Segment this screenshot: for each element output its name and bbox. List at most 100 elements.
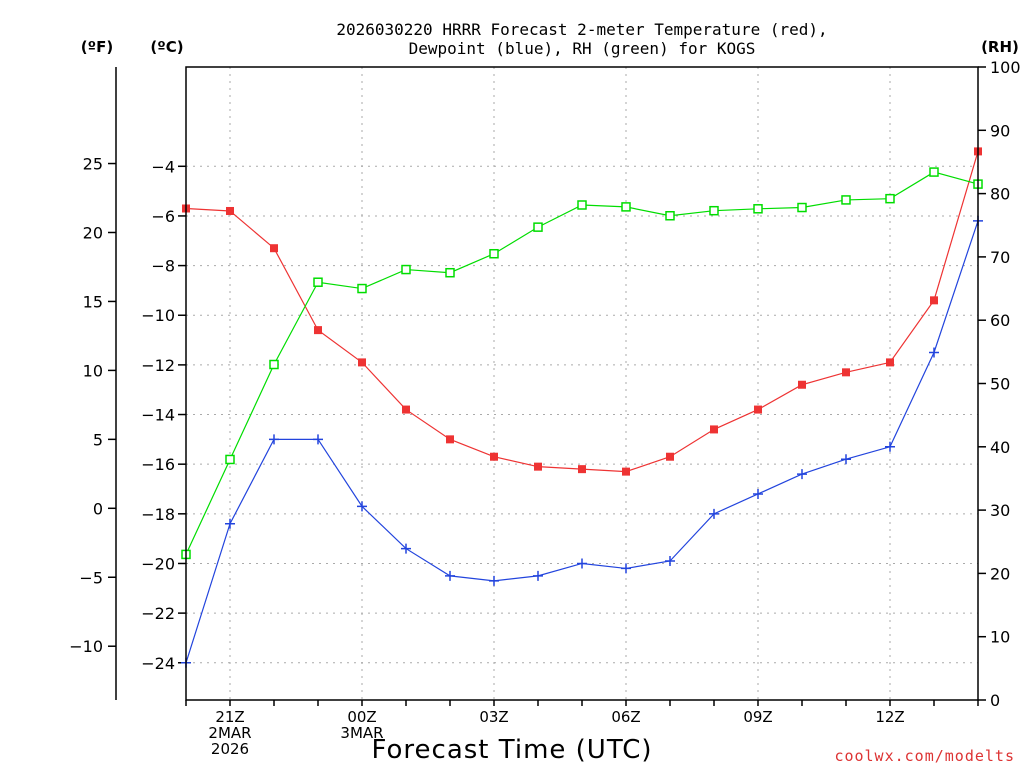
dewpoint-point <box>665 555 675 566</box>
fahrenheit-tick-label: 20 <box>83 223 103 242</box>
celsius-unit-label: (ºC) <box>150 38 183 56</box>
celsius-axis: −24 −22 −20 −18 −16 −14 −12 −10 −8 −6 −4 <box>141 157 186 673</box>
rh-point <box>269 359 279 370</box>
time-tick-label: 00Z <box>347 708 376 726</box>
fahrenheit-tick-label: 0 <box>93 499 103 518</box>
rh-point <box>753 204 763 214</box>
fahrenheit-tick-label: 5 <box>93 430 103 449</box>
fahrenheit-unit-label: (ºF) <box>81 38 113 56</box>
temperature-point <box>446 435 454 444</box>
x-axis-title: Forecast Time (UTC) <box>371 735 652 765</box>
temperature-point <box>842 368 850 377</box>
dewpoint-point <box>357 501 367 512</box>
celsius-tick-label: −4 <box>151 157 175 176</box>
rh-point <box>357 283 367 294</box>
time-tick-label: 21Z <box>215 708 244 726</box>
rh-point <box>885 193 895 204</box>
time-tick-label: 09Z <box>743 708 772 726</box>
fahrenheit-tick-label: 25 <box>83 155 103 174</box>
dewpoint-line <box>185 220 979 663</box>
celsius-tick-label: −12 <box>141 356 175 375</box>
dewpoint-point <box>885 441 895 452</box>
fahrenheit-tick-label: −5 <box>79 568 103 587</box>
temperature-series <box>182 147 982 476</box>
fahrenheit-tick-label: −10 <box>69 637 103 656</box>
rh-tick-label: 10 <box>990 628 1010 647</box>
rh-tick-label: 70 <box>990 248 1010 267</box>
dewpoint-point <box>621 563 631 574</box>
rh-point <box>577 200 587 210</box>
temperature-point <box>622 467 630 476</box>
grid-lines <box>186 67 978 700</box>
celsius-tick-label: −8 <box>151 257 175 276</box>
series-layer <box>181 147 983 668</box>
temperature-point <box>578 465 586 474</box>
temperature-point <box>402 405 410 414</box>
celsius-tick-label: −18 <box>141 505 175 524</box>
dewpoint-point <box>841 454 851 465</box>
rh-tick-label: 50 <box>990 375 1010 394</box>
dewpoint-point <box>401 543 411 554</box>
rh-point <box>225 454 235 465</box>
dewpoint-point <box>753 488 763 499</box>
dewpoint-point <box>313 434 323 445</box>
temperature-point <box>798 380 806 389</box>
celsius-tick-label: −20 <box>141 554 175 573</box>
rh-point <box>841 195 851 205</box>
time-tick-label: 3MAR <box>340 724 383 742</box>
rh-unit-label: (RH) <box>981 38 1019 56</box>
celsius-tick-label: −10 <box>141 306 175 325</box>
rh-point <box>489 248 499 259</box>
rh-point <box>709 205 719 216</box>
fahrenheit-tick-label: 15 <box>83 292 103 311</box>
rh-tick-label: 20 <box>990 564 1010 583</box>
fahrenheit-tick-label: 10 <box>83 361 103 380</box>
rh-tick-label: 40 <box>990 438 1010 457</box>
temperature-point <box>314 326 322 335</box>
fahrenheit-axis: −10 −5 0 5 10 15 20 25 <box>69 67 117 700</box>
rh-tick-label: 90 <box>990 121 1010 140</box>
plot-frame <box>185 66 979 701</box>
rh-tick-label: 30 <box>990 501 1010 520</box>
temperature-point <box>754 405 762 414</box>
temperature-point <box>534 462 542 471</box>
rh-point <box>533 222 543 232</box>
rh-point <box>797 202 807 213</box>
dewpoint-point <box>225 518 235 529</box>
time-tick-label: 06Z <box>611 708 640 726</box>
temperature-point <box>886 358 894 367</box>
dewpoint-point <box>797 469 807 480</box>
rh-point <box>665 211 675 221</box>
temperature-point <box>270 244 278 253</box>
temperature-point <box>710 425 718 434</box>
celsius-tick-label: −6 <box>151 207 175 226</box>
celsius-tick-label: −14 <box>141 406 175 425</box>
time-tick-label: 2MAR <box>208 724 251 742</box>
rh-axis: 0 10 20 30 40 50 60 70 80 90 100 <box>978 58 1021 710</box>
dewpoint-point <box>533 570 543 581</box>
temperature-point <box>358 358 366 367</box>
celsius-tick-label: −24 <box>141 654 175 673</box>
rh-tick-label: 80 <box>990 185 1010 204</box>
dewpoint-point <box>709 508 719 519</box>
dewpoint-point <box>445 570 455 581</box>
rh-point <box>929 167 939 177</box>
rh-series <box>181 167 983 560</box>
rh-point <box>313 277 323 287</box>
dewpoint-point <box>577 558 587 569</box>
dewpoint-point <box>269 434 279 445</box>
rh-tick-label: 100 <box>990 58 1021 77</box>
rh-tick-label: 60 <box>990 311 1010 330</box>
temperature-point <box>930 296 938 305</box>
time-tick-label: 2026 <box>211 740 249 758</box>
time-tick-label: 03Z <box>479 708 508 726</box>
time-tick-label: 12Z <box>875 708 904 726</box>
rh-point <box>401 264 411 275</box>
rh-tick-label: 0 <box>990 691 1000 710</box>
dewpoint-point <box>489 575 499 586</box>
temperature-point <box>226 206 234 215</box>
temperature-point <box>666 452 674 461</box>
dewpoint-point <box>929 347 939 358</box>
